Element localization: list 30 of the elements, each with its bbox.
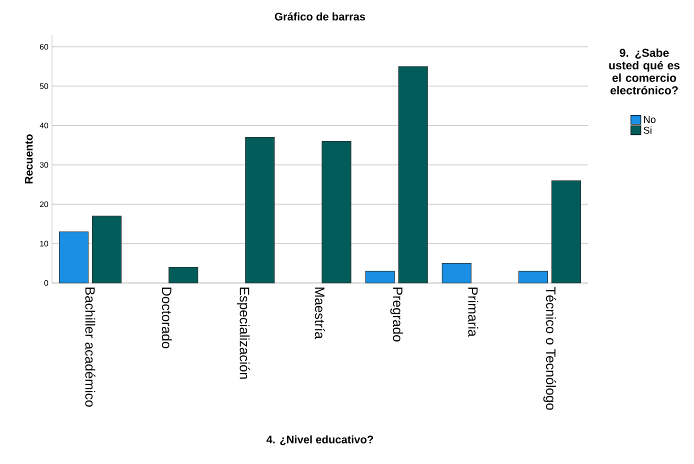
x-tick-label: Pregrado bbox=[390, 288, 403, 342]
x-tick-label: Especialización bbox=[237, 288, 250, 379]
x-tick-label: Bachiller académico bbox=[85, 288, 96, 407]
bar bbox=[322, 140, 352, 284]
y-tick-label: 20 bbox=[40, 201, 48, 208]
bar bbox=[58, 232, 89, 284]
bar bbox=[245, 137, 275, 284]
x-tick-label: Maestría bbox=[314, 288, 326, 340]
y-tick-label: 40 bbox=[40, 122, 48, 128]
bar bbox=[398, 66, 428, 284]
y-tick-label: 10 bbox=[40, 240, 48, 246]
bar bbox=[551, 180, 582, 284]
y-tick-label: 50 bbox=[40, 83, 48, 90]
chart-title: Gráfico de barras bbox=[274, 12, 366, 21]
x-tick-label: Doctorado bbox=[162, 288, 172, 348]
bar bbox=[168, 266, 198, 284]
y-axis-title: Recuento bbox=[25, 134, 33, 184]
bar bbox=[92, 216, 122, 284]
bar bbox=[442, 263, 472, 284]
legend-label: No bbox=[644, 116, 656, 124]
x-axis-title: 4. ¿Nivel educativo? bbox=[266, 435, 374, 446]
legend-label: Si bbox=[644, 126, 652, 134]
y-tick-label: 60 bbox=[40, 44, 48, 50]
x-tick-label: Técnico o Tecnólogo bbox=[543, 286, 556, 410]
y-tick-label: 30 bbox=[40, 162, 48, 168]
x-tick-label: Primaria bbox=[468, 288, 478, 337]
bar bbox=[365, 270, 395, 284]
y-tick-label: 0 bbox=[44, 280, 48, 286]
legend-title: 9. ¿Sabe usted qué es el comercio electrónico? bbox=[609, 48, 680, 94]
bar bbox=[518, 270, 548, 284]
